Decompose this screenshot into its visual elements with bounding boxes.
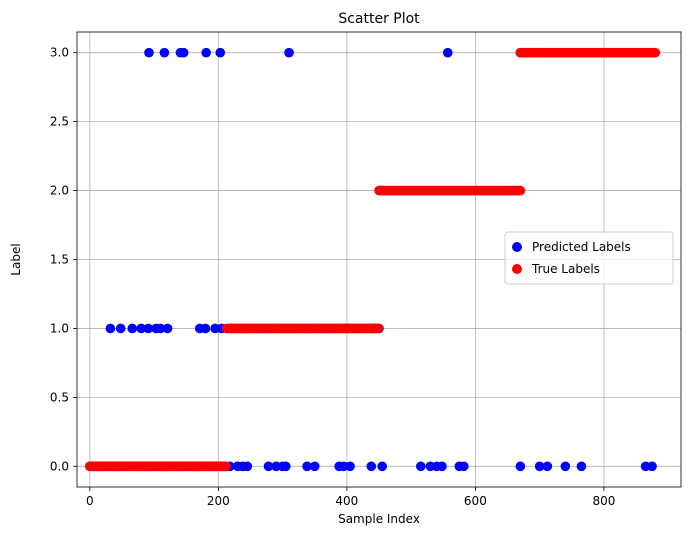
predicted-label-point (155, 323, 166, 334)
y-tick-label: 1.0 (50, 321, 69, 335)
predicted-label-point (366, 461, 377, 472)
predicted-label-point (576, 461, 587, 472)
predicted-label-point (105, 323, 116, 334)
predicted-label-point (281, 461, 291, 472)
true-label-point (515, 185, 526, 196)
y-tick-label: 1.5 (50, 253, 69, 267)
legend-label-predicted: Predicted Labels (532, 240, 631, 254)
predicted-label-point (263, 461, 274, 472)
predicted-label-point (115, 323, 126, 334)
legend: Predicted Labels True Labels (504, 231, 674, 285)
axis-ticks: 0 200 400 600 800 0.0 0.5 1.0 1.5 2.0 2.5 3.0 (50, 46, 615, 508)
predicted-label-point (178, 47, 189, 58)
predicted-label-point (309, 461, 320, 472)
y-tick-label: 2.0 (50, 184, 69, 198)
predicted-label-point (284, 47, 294, 58)
predicted-label-point (302, 461, 312, 472)
chart-title: Scatter Plot (338, 11, 420, 27)
predicted-label-point (201, 47, 211, 58)
predicted-label-point (534, 461, 545, 472)
predicted-label-point (345, 461, 355, 472)
true-label-point (650, 47, 661, 58)
true-label-point (221, 461, 231, 472)
predicted-label-point (415, 461, 426, 472)
predicted-label-point (442, 47, 453, 58)
predicted-label-point (159, 47, 170, 58)
predicted-label-point (560, 461, 571, 472)
x-tick-label: 800 (592, 494, 615, 508)
legend-marker-predicted (512, 242, 522, 252)
y-tick-label: 0.5 (50, 390, 69, 404)
x-tick-label: 0 (86, 494, 94, 508)
true-label-point (373, 323, 384, 334)
x-tick-label: 400 (335, 494, 358, 508)
predicted-label-point (437, 461, 447, 472)
predicted-label-point (242, 461, 253, 472)
predicted-label-point (515, 461, 526, 472)
predicted-label-point (200, 323, 211, 334)
predicted-label-point (162, 323, 173, 334)
predicted-label-point (127, 323, 138, 334)
x-tick-label: 200 (207, 494, 230, 508)
y-axis-label: Label (9, 243, 23, 275)
predicted-label-point (144, 47, 154, 58)
legend-box (504, 231, 674, 285)
y-tick-label: 2.5 (50, 115, 69, 129)
y-tick-label: 3.0 (50, 46, 69, 60)
predicted-label-point (647, 461, 657, 472)
y-tick-label: 0.0 (50, 459, 69, 473)
legend-marker-true (512, 264, 522, 274)
series (85, 47, 661, 472)
x-tick-label: 600 (464, 494, 487, 508)
predicted-label-point (377, 461, 388, 472)
x-axis-label: Sample Index (338, 512, 420, 526)
predicted-label-point (459, 461, 469, 472)
predicted-label-point (542, 461, 553, 472)
legend-label-true: True Labels (531, 262, 600, 276)
predicted-label-point (215, 47, 226, 58)
predicted-label-point (143, 323, 154, 334)
predicted-label-point (136, 323, 147, 334)
